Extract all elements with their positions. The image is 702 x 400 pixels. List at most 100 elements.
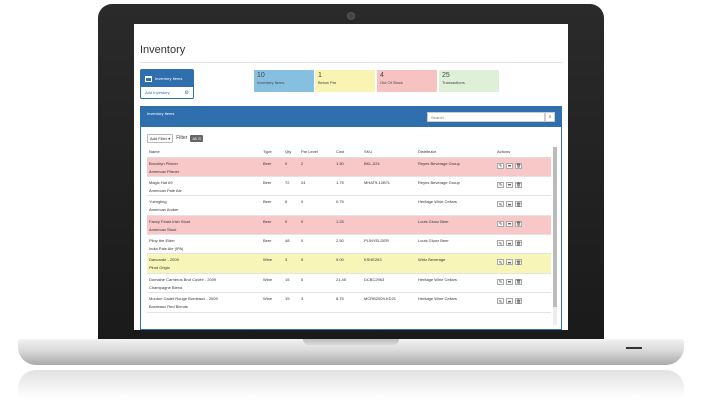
pencil-icon[interactable]: ✎ xyxy=(497,201,504,208)
table-row[interactable]: Dancarde - 2009 Pinot Grigio Wine 3 5 9.00 KSH… xyxy=(147,253,551,274)
add-filter-button[interactable]: Add Filter ▾ xyxy=(147,133,174,143)
cell-par-level: 0 xyxy=(299,195,334,216)
cell-qty: 72 xyxy=(283,176,299,197)
col-name[interactable]: Name xyxy=(147,147,261,158)
col-qty[interactable]: Qty xyxy=(283,147,299,158)
table-header-row: Name Type Qty Par Level Cost SKU Distrib… xyxy=(147,147,551,158)
stat-label: Transactions xyxy=(442,80,465,85)
col-cost[interactable]: Cost xyxy=(334,147,362,158)
table-row[interactable]: Yuengling American Amber Beer 8 0 0.75 Heritag… xyxy=(147,195,551,216)
arrow-icon[interactable]: ⬌ xyxy=(506,278,513,285)
cell-qty: 0 xyxy=(283,215,299,236)
item-subtitle: Champagne Blend xyxy=(149,284,183,290)
cell-par-level: 24 xyxy=(299,176,334,197)
pencil-icon[interactable]: ✎ xyxy=(497,259,504,266)
trash-icon[interactable]: 🗑 xyxy=(515,181,522,188)
table-row[interactable]: Magic Hat #9 American Pale Ale Beer 72 24 1.7… xyxy=(147,176,551,197)
cell-distributor: Heritage Wine Cellars xyxy=(416,273,495,294)
trash-icon[interactable]: 🗑 xyxy=(515,240,522,247)
table-row[interactable]: Mouton Cadet Rouge Bordeaux - 2009 Bordea… xyxy=(147,292,551,313)
col-distributor[interactable]: Distributor xyxy=(416,147,495,158)
arrow-icon[interactable]: ⬌ xyxy=(506,201,513,208)
item-subtitle: American Pale Ale xyxy=(149,187,182,193)
cell-distributor: Louis Glunz Beer xyxy=(416,215,495,236)
item-name[interactable]: Magic Hat #9 xyxy=(149,179,173,185)
arrow-icon[interactable]: ⬌ xyxy=(506,162,513,169)
item-name[interactable]: Dancarde - 2009 xyxy=(149,257,179,263)
inventory-items-title: Inventory Items xyxy=(155,76,183,81)
item-name[interactable]: Domaine Carneros Brut Cuvée - 2009 xyxy=(149,276,217,282)
stat-transactions[interactable]: 25 Transactions xyxy=(439,70,499,92)
stat-below-par[interactable]: 1 Below Par xyxy=(315,70,375,92)
cell-distributor: Heritage Wine Cellars xyxy=(416,195,495,216)
trash-icon[interactable]: 🗑 xyxy=(515,259,522,266)
pencil-icon[interactable]: ✎ xyxy=(497,162,504,169)
arrow-icon[interactable]: ⬌ xyxy=(506,259,513,266)
arrow-icon[interactable]: ⬌ xyxy=(506,298,513,305)
add-inventory-link[interactable]: Add Inventory ⚙ xyxy=(141,87,193,98)
trash-icon[interactable]: 🗑 xyxy=(515,220,522,227)
divider xyxy=(140,62,562,63)
cell-type: Beer xyxy=(261,176,283,197)
stat-label: Out Of Stock xyxy=(380,80,403,85)
arrow-icon[interactable]: ⬌ xyxy=(506,220,513,227)
add-inventory-label: Add Inventory xyxy=(145,90,170,95)
trash-icon[interactable]: 🗑 xyxy=(515,201,522,208)
pencil-icon[interactable]: ✎ xyxy=(497,278,504,285)
item-subtitle: American Pilsner xyxy=(149,168,180,174)
pencil-icon[interactable]: ✎ xyxy=(497,240,504,247)
filter-all-tag[interactable]: All ⊙ xyxy=(190,134,204,142)
col-type[interactable]: Type xyxy=(261,147,283,158)
item-subtitle: Bordeaux Red Blends xyxy=(149,304,188,310)
scrollbar[interactable] xyxy=(553,147,557,325)
cell-name: Yuengling American Amber xyxy=(147,195,261,216)
inventory-items-card[interactable]: Inventory Items Add Inventory ⚙ xyxy=(140,69,194,99)
cell-par-level: 3 xyxy=(299,292,334,313)
filter-bar: Add Filter ▾ Filter All ⊙ xyxy=(147,133,204,143)
cell-distributor: Reyes Beverage Group xyxy=(416,176,495,197)
laptop-lid: Inventory Inventory Items Add Inventory … xyxy=(98,4,604,342)
scroll-thumb[interactable] xyxy=(553,147,557,307)
cell-name: Fancy Feast Irish Stout American Stout xyxy=(147,215,261,236)
stat-label: Inventory Items xyxy=(257,80,285,85)
pencil-icon[interactable]: ✎ xyxy=(497,220,504,227)
inventory-table: Name Type Qty Par Level Cost SKU Distrib… xyxy=(147,147,551,313)
cell-type: Wine xyxy=(261,273,283,294)
item-name[interactable]: Fancy Feast Irish Stout xyxy=(149,218,191,224)
item-name[interactable]: Mouton Cadet Rouge Bordeaux - 2009 xyxy=(149,296,218,302)
pencil-icon[interactable]: ✎ xyxy=(497,298,504,305)
stat-out-of-stock[interactable]: 4 Out Of Stock xyxy=(377,70,437,92)
cell-sku: DCBC2963 xyxy=(362,273,416,294)
base-notch xyxy=(303,339,399,345)
arrow-icon[interactable]: ⬌ xyxy=(506,240,513,247)
search-icon[interactable]: ⌕ xyxy=(545,112,555,122)
item-name[interactable]: Yuengling xyxy=(149,199,167,205)
search-input[interactable] xyxy=(427,112,545,122)
cell-cost: 8.75 xyxy=(334,292,362,313)
settings-icon[interactable]: ⚙ xyxy=(184,89,189,96)
trash-icon[interactable]: 🗑 xyxy=(515,162,522,169)
item-subtitle: American Stout xyxy=(149,226,177,232)
cell-name: Domaine Carneros Brut Cuvée - 2009 Champa… xyxy=(147,273,261,294)
trash-icon[interactable]: 🗑 xyxy=(515,298,522,305)
cell-name: Pliny the Elder India Pale Ale (IPA) xyxy=(147,234,261,255)
cell-qty: 3 xyxy=(283,253,299,274)
item-name[interactable]: Brooklyn Pilsner xyxy=(149,160,178,166)
item-subtitle: American Amber xyxy=(149,207,179,213)
stat-label: Below Par xyxy=(318,80,337,85)
cell-name: Mouton Cadet Rouge Bordeaux - 2009 Bordea… xyxy=(147,292,261,313)
table-row[interactable]: Domaine Carneros Brut Cuvée - 2009 Champa… xyxy=(147,273,551,294)
col-par-level[interactable]: Par Level xyxy=(299,147,334,158)
cell-qty: 0 xyxy=(283,157,299,177)
table-row[interactable]: Fancy Feast Irish Stout American Stout Bee… xyxy=(147,215,551,236)
pencil-icon[interactable]: ✎ xyxy=(497,181,504,188)
stat-value: 25 xyxy=(442,72,450,79)
arrow-icon[interactable]: ⬌ xyxy=(506,181,513,188)
table-row[interactable]: Pliny the Elder India Pale Ale (IPA) Beer 4… xyxy=(147,234,551,255)
col-sku[interactable]: SKU xyxy=(362,147,416,158)
item-name[interactable]: Pliny the Elder xyxy=(149,238,175,244)
trash-icon[interactable]: 🗑 xyxy=(515,278,522,285)
table-row[interactable]: Brooklyn Pilsner American Pilsner Beer 0 2 1.… xyxy=(147,157,551,177)
stat-inventory-items[interactable]: 10 Inventory Items xyxy=(254,70,314,92)
cell-actions: ✎ ⬌ 🗑 xyxy=(495,215,551,236)
